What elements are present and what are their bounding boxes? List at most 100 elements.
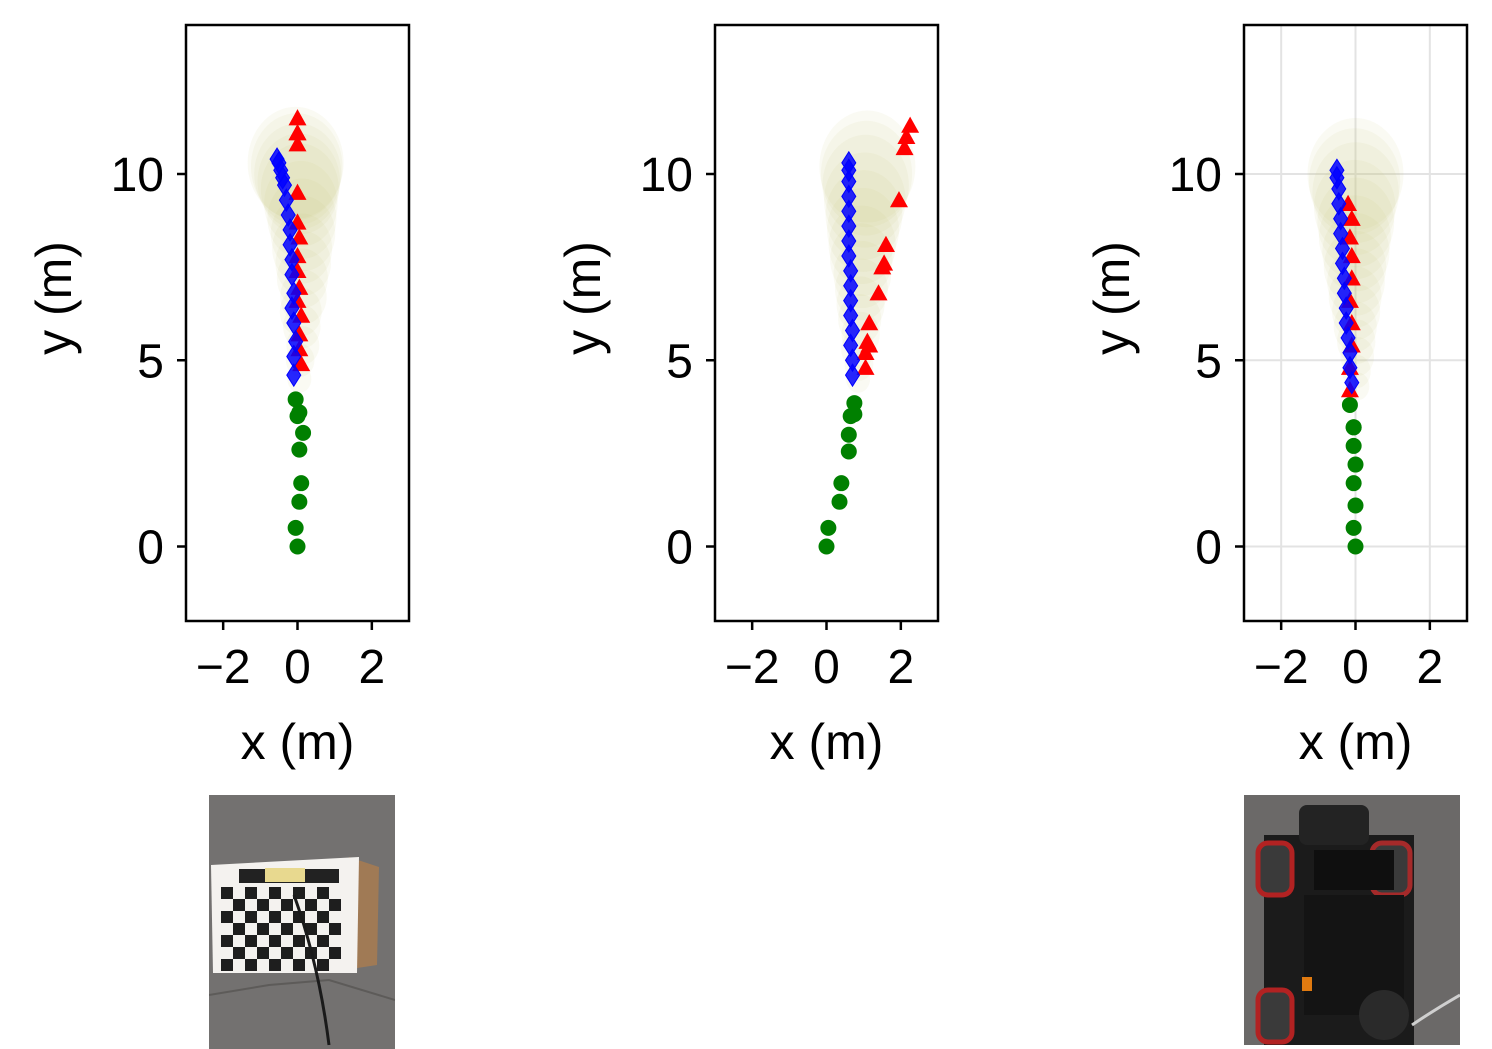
y-tick-label: 5 [1195, 335, 1222, 388]
x-tick-label: 2 [1416, 641, 1443, 694]
point-diamond [282, 217, 298, 242]
point-circle [1341, 396, 1358, 413]
point-circle [1345, 519, 1362, 536]
y-axis-label: y (m) [1084, 241, 1140, 355]
point-triangle [1340, 228, 1359, 245]
point-triangle [288, 109, 307, 126]
point-diamond [288, 329, 304, 354]
point-diamond [286, 281, 302, 306]
point-diamond [841, 150, 857, 175]
point-triangle [876, 235, 895, 252]
point-circle [1347, 497, 1364, 514]
robot-car-image [1244, 795, 1460, 1045]
point-diamond [282, 232, 298, 257]
point-circle [287, 519, 304, 536]
checkerboard-pattern [221, 887, 341, 971]
point-circle [818, 538, 835, 555]
point-diamond [1333, 206, 1349, 231]
point-triangle [288, 183, 307, 200]
point-triangle [288, 135, 307, 152]
point-triangle [897, 127, 916, 144]
point-triangle [860, 336, 879, 353]
y-axis-label: y (m) [26, 241, 82, 355]
point-diamond [269, 147, 285, 172]
point-triangle [889, 191, 908, 208]
point-circle [291, 404, 308, 421]
point-diamond [1333, 221, 1349, 246]
point-circle [1345, 419, 1362, 436]
y-tick-label: 0 [1195, 522, 1222, 575]
series-diamond [841, 150, 861, 388]
checkerboard-target-image [209, 795, 395, 1049]
series-circle [1341, 396, 1364, 555]
x-tick-label: 2 [358, 641, 385, 694]
uncertainty-ellipse [250, 113, 343, 220]
point-triangle [860, 314, 879, 331]
point-circle [287, 391, 304, 408]
point-diamond [286, 311, 302, 335]
series-triangle [856, 116, 920, 375]
x-tick-label: 0 [284, 641, 311, 694]
point-triangle [901, 116, 920, 133]
series-diamond [269, 147, 304, 388]
point-diamond [1342, 340, 1358, 365]
point-diamond [841, 199, 857, 224]
y-tick-label: 10 [640, 149, 693, 202]
point-diamond [844, 318, 861, 343]
point-diamond [844, 348, 861, 373]
x-tick-label: −2 [725, 641, 780, 694]
point-circle [293, 475, 310, 492]
x-tick-label: 0 [1342, 641, 1369, 694]
point-diamond [286, 344, 302, 369]
point-diamond [841, 244, 857, 268]
point-diamond [841, 184, 857, 209]
point-triangle [875, 254, 894, 271]
series-circle [818, 395, 863, 555]
point-diamond [1340, 325, 1356, 350]
point-diamond [1334, 236, 1351, 261]
y-tick-label: 5 [137, 335, 164, 388]
point-triangle [856, 358, 875, 375]
x-tick-label: −2 [196, 641, 251, 694]
point-triangle [292, 354, 311, 372]
point-diamond [1331, 191, 1347, 216]
point-circle [840, 443, 857, 460]
point-triangle [1342, 209, 1361, 226]
y-tick-label: 10 [1169, 149, 1222, 202]
point-triangle [288, 124, 307, 141]
point-circle [289, 538, 306, 555]
y-tick-label: 5 [666, 335, 693, 388]
x-axis-label: x (m) [1299, 714, 1413, 770]
uncertainty-ellipse [254, 123, 342, 225]
point-diamond [1334, 251, 1351, 276]
x-tick-label: 2 [887, 641, 914, 694]
point-circle [846, 406, 863, 423]
series-circle [287, 391, 312, 555]
x-tick-label: −2 [1254, 641, 1309, 694]
point-circle [820, 519, 837, 536]
y-axis-label: y (m) [555, 241, 611, 355]
point-circle [831, 493, 848, 510]
point-diamond [841, 214, 857, 239]
point-diamond [278, 188, 294, 213]
uncertainty-ellipse [247, 106, 344, 219]
y-tick-label: 0 [666, 522, 693, 575]
point-diamond [1338, 296, 1354, 321]
point-triangle [895, 138, 914, 156]
point-triangle [869, 284, 888, 301]
point-circle [291, 441, 308, 458]
point-diamond [841, 229, 857, 253]
point-circle [840, 426, 857, 443]
series-diamond [1329, 158, 1360, 395]
point-circle [291, 493, 308, 510]
point-diamond [1329, 158, 1345, 183]
point-diamond [286, 363, 302, 388]
point-diamond [280, 203, 296, 227]
y-tick-label: 0 [137, 522, 164, 575]
point-diamond [843, 333, 859, 358]
x-tick-label: 0 [813, 641, 840, 694]
uncertainty-ellipse [1307, 118, 1404, 230]
uncertainty-ellipse [1309, 128, 1401, 235]
